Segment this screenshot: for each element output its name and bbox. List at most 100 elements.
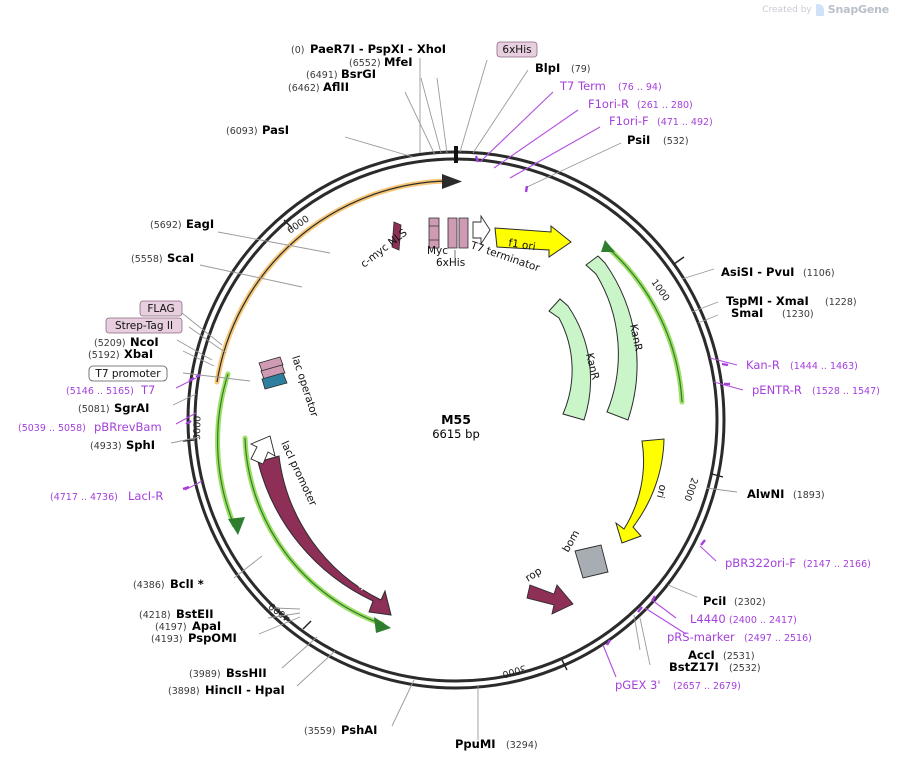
- feature-rop: rop: [523, 565, 574, 615]
- pos-6462: (6462): [288, 83, 320, 94]
- badge-label-6xhis: 6xHis: [502, 44, 531, 56]
- pos-1893: (1893): [793, 490, 825, 501]
- pos-6552: (6552): [349, 58, 381, 69]
- enz-pshai: PshAI: [341, 723, 377, 737]
- enz-hincii-hpai: HincII - HpaI: [205, 683, 285, 697]
- enz-sphi: SphI: [126, 438, 155, 452]
- enz-psii: PsiI: [627, 133, 650, 147]
- feature-label-myc: Myc: [427, 245, 448, 257]
- label-group-top-left: (0) PaeR7I - PspXI - XhoI (6552) MfeI (6…: [131, 42, 446, 265]
- primpos-t7-term: (76 .. 94): [618, 82, 662, 93]
- enz-bsrgi: BsrGI: [341, 67, 376, 81]
- badge-label-strep-tag-ii: Strep-Tag II: [115, 320, 173, 332]
- pos-5209: (5209): [94, 338, 126, 349]
- primpos-laci-r: (4717 .. 4736): [50, 492, 118, 503]
- enz-acci: AccI: [688, 648, 715, 662]
- prim-laci-r: LacI-R: [128, 489, 163, 503]
- badge-strep-tag-ii: Strep-Tag II: [105, 317, 183, 334]
- enz-tspmi-xmai: TspMI - XmaI: [726, 294, 809, 308]
- badge-6xhis: 6xHis: [496, 41, 538, 58]
- plasmid-backbone: [186, 146, 726, 690]
- pos-4197: (4197): [155, 622, 187, 633]
- label-group-bottom: PpuMI (3294) (3559) PshAI (3898) HincII …: [133, 577, 538, 751]
- enz-ncoi: NcoI: [130, 335, 159, 349]
- prim-l4440: L4440: [690, 612, 726, 626]
- feature-c-myc-nls: c-myc NLS: [358, 221, 410, 270]
- leader-lines-left: [170, 312, 251, 491]
- primpos-t7: (5146 .. 5165): [66, 386, 134, 397]
- prim-pbr322ori-f: pBR322ori-F: [725, 556, 796, 570]
- pos-1230: (1230): [782, 309, 814, 320]
- enz-pspomi: PspOMI: [188, 631, 237, 645]
- enz-bcli: BclI *: [170, 577, 204, 591]
- pos-1106: (1106): [803, 268, 835, 279]
- label-group-left: (4717 .. 4736) LacI-R (4933) SphI (5039 …: [18, 335, 163, 503]
- pos-5192: (5192): [88, 350, 120, 361]
- green-primer-tracks: [215, 371, 391, 633]
- plasmid-center-title: M55 6615 bp: [432, 412, 480, 441]
- pos-6093: (6093): [226, 126, 258, 137]
- leader-lines-right: [602, 268, 744, 678]
- plasmid-name: M55: [441, 412, 471, 427]
- plasmid-size: 6615 bp: [432, 427, 480, 441]
- feature-lac-operator: lac operator: [258, 354, 320, 419]
- pos-3294: (3294): [506, 740, 538, 751]
- feature-label-ori: ori: [654, 483, 669, 499]
- feature-f1-ori: f1 ori: [494, 224, 572, 258]
- enz-paer7i: PaeR7I - PspXI - XhoI: [310, 42, 446, 56]
- feature-kanr-outer: KanR: [585, 255, 644, 421]
- pos-4193: (4193): [151, 634, 183, 645]
- enz-mfei: MfeI: [384, 55, 413, 69]
- pos-1228: (1228): [825, 297, 857, 308]
- prim-prs-marker: pRS-marker: [667, 630, 735, 644]
- primer-tick-marks: [182, 155, 730, 646]
- enz-alwni: AlwNI: [747, 487, 784, 501]
- enz-bstell: BstEII: [176, 607, 214, 621]
- pos-5558: (5558): [131, 254, 163, 265]
- tick-label-5000: 5000: [192, 416, 203, 440]
- snapgene-watermark: Created by SnapGene: [762, 3, 889, 16]
- enz-ppumi: PpuMI: [455, 737, 496, 751]
- prim-t7: T7: [140, 383, 155, 397]
- pos-4386: (4386): [133, 580, 165, 591]
- primpos-pbrrevbam: (5039 .. 5058): [18, 423, 86, 434]
- pos-0: (0): [291, 45, 304, 56]
- pos-532: (532): [663, 136, 689, 147]
- pos-4218: (4218): [139, 610, 171, 621]
- badge-flag: FLAG: [139, 300, 183, 317]
- feature-ori: ori: [615, 438, 669, 544]
- enz-bstz17i: BstZ17I: [669, 660, 719, 674]
- pos-2302: (2302): [734, 597, 766, 608]
- pos-5692: (5692): [150, 220, 182, 231]
- tick-label-3000: 3000: [501, 662, 527, 680]
- enz-asisi-pvui: AsiSI - PvuI: [721, 265, 794, 279]
- enz-blpi: BlpI: [535, 61, 560, 75]
- tick-label-2000: 2000: [681, 476, 699, 502]
- feature-myc: Myc: [427, 217, 448, 257]
- enz-apai: ApaI: [192, 619, 221, 633]
- prim-pgex-3: pGEX 3': [615, 678, 661, 692]
- watermark-brand: SnapGene: [827, 3, 889, 16]
- pos-5081: (5081): [78, 404, 110, 415]
- pos-3989: (3989): [189, 669, 221, 680]
- orange-primer-track: [214, 174, 462, 385]
- primpos-pentr-r: (1528 .. 1547): [812, 386, 880, 397]
- feature-bom: bom: [560, 528, 609, 579]
- leader-lines-top-left: [199, 58, 448, 288]
- enz-bsshii: BssHII: [226, 666, 267, 680]
- badge-t7-promoter: T7 promoter: [88, 365, 168, 382]
- prim-f1ori-r: F1ori-R: [588, 97, 629, 111]
- feature-6xhis: 6xHis: [436, 217, 469, 269]
- leader-lines-bottom: [233, 555, 479, 740]
- pos-79: (79): [571, 64, 591, 75]
- enz-eagi: EagI: [186, 217, 214, 231]
- snapgene-logo-icon: [815, 3, 824, 16]
- enz-scai: ScaI: [167, 251, 194, 265]
- feature-label-rop: rop: [523, 565, 544, 585]
- badge-label-t7-promoter: T7 promoter: [94, 368, 161, 380]
- primpos-f1ori-r: (261 .. 280): [637, 100, 693, 111]
- pos-3898: (3898): [168, 686, 200, 697]
- pos-2532: (2532): [729, 663, 761, 674]
- pos-2531: (2531): [723, 651, 755, 662]
- primpos-l4440: (2400 .. 2417): [729, 615, 797, 626]
